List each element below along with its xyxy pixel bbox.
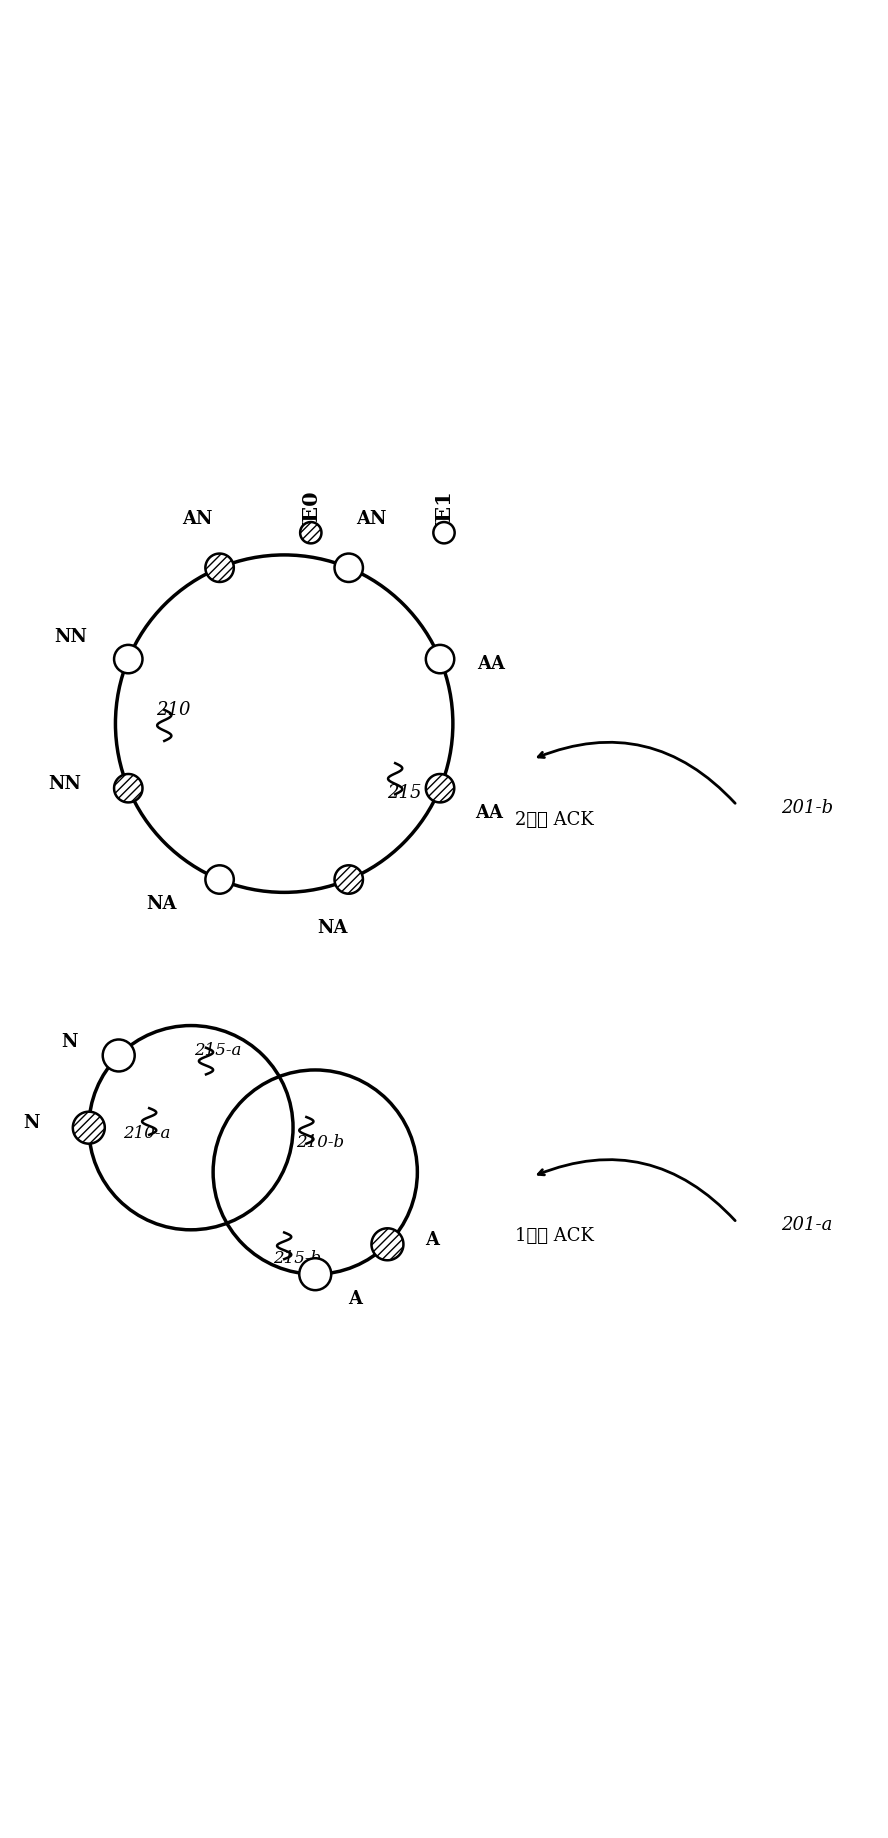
Text: 210-b: 210-b — [296, 1134, 344, 1151]
Circle shape — [299, 1259, 331, 1290]
Circle shape — [335, 553, 363, 583]
Text: UE1: UE1 — [434, 491, 454, 539]
Text: AN: AN — [182, 509, 212, 528]
Text: UE0: UE0 — [301, 491, 321, 539]
Polygon shape — [300, 522, 321, 544]
Circle shape — [433, 522, 455, 544]
Polygon shape — [73, 1112, 105, 1143]
Text: 2比特 ACK: 2比特 ACK — [515, 811, 594, 829]
Polygon shape — [335, 866, 363, 893]
Polygon shape — [205, 553, 234, 583]
Text: AA: AA — [475, 803, 503, 822]
Text: NA: NA — [318, 919, 348, 937]
Text: 215: 215 — [387, 783, 421, 801]
Text: 215-a: 215-a — [194, 1042, 242, 1059]
Text: A: A — [424, 1231, 439, 1248]
Text: 1比特 ACK: 1比特 ACK — [515, 1228, 594, 1244]
Text: N: N — [61, 1033, 78, 1051]
Text: NA: NA — [147, 895, 177, 913]
Polygon shape — [371, 1228, 403, 1261]
Text: AN: AN — [356, 509, 386, 528]
Polygon shape — [426, 774, 455, 803]
Text: N: N — [23, 1114, 39, 1132]
Circle shape — [103, 1040, 135, 1072]
Text: 215-b: 215-b — [274, 1250, 321, 1266]
Text: NN: NN — [54, 629, 87, 645]
Text: 210: 210 — [156, 702, 190, 719]
Text: NN: NN — [48, 776, 81, 792]
Circle shape — [114, 645, 142, 673]
Circle shape — [426, 645, 455, 673]
Text: AA: AA — [478, 654, 505, 673]
Text: 201-a: 201-a — [781, 1217, 833, 1235]
Text: A: A — [348, 1290, 362, 1309]
Text: 210-a: 210-a — [123, 1125, 170, 1143]
Polygon shape — [114, 774, 142, 803]
Circle shape — [205, 866, 234, 893]
Text: 201-b: 201-b — [781, 800, 834, 818]
